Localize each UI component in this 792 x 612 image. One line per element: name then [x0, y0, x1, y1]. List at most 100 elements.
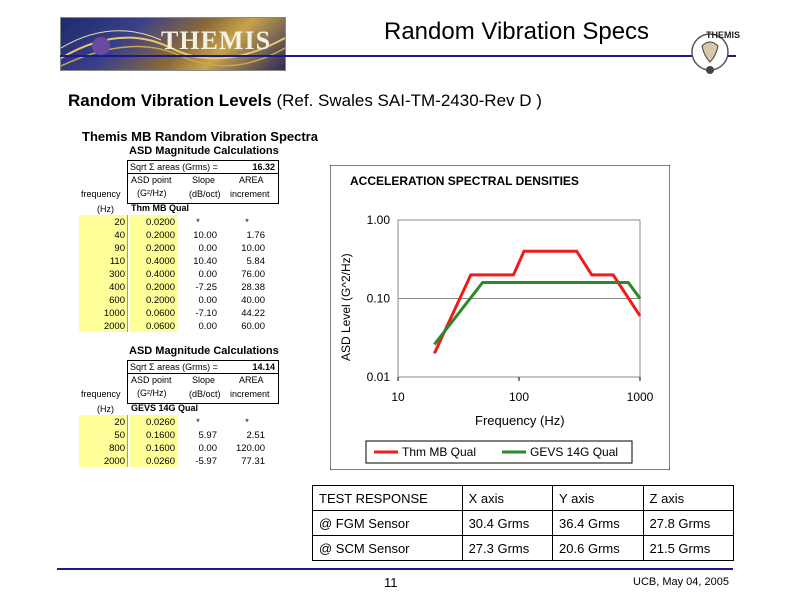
slope-cell: 0.00: [198, 443, 218, 454]
freq-cell: 800: [109, 443, 125, 454]
slope-cell: 10.40: [193, 256, 217, 267]
x-tick-label: 100: [509, 390, 529, 404]
asd-cell: 0.2000: [145, 282, 175, 293]
table-cell: 20.6 Grms: [552, 535, 644, 561]
slope-cell: 0.00: [198, 269, 218, 280]
test-response-table: TEST RESPONSE X axis Y axis Z axis @ FGM…: [312, 485, 735, 561]
table-cell: 27.8 Grms: [642, 510, 735, 536]
asd-cell: 0.2000: [145, 230, 175, 241]
area-cell: 76.00: [241, 269, 265, 280]
slope-cell: -7.25: [195, 282, 217, 293]
area-cell: 60.00: [241, 321, 265, 332]
slope-cell: -7.10: [195, 308, 217, 319]
table-cell: 30.4 Grms: [461, 510, 554, 536]
column-header-box: [127, 373, 279, 404]
series-line-2: [433, 281, 642, 346]
col-asd-unit: (G²/Hz): [137, 388, 167, 398]
header-cell: Z axis: [642, 485, 735, 511]
footer-date: UCB, May 04, 2005: [633, 576, 729, 588]
asd-block-thm-mb: ASD Magnitude Calculations Sqrt Σ areas …: [79, 145, 299, 337]
freq-unit: (Hz): [97, 204, 114, 214]
y-axis-label: ASD Level (G^2/Hz): [339, 253, 353, 361]
asd-cell: 0.0600: [145, 321, 175, 332]
slope-cell: 0.00: [198, 295, 218, 306]
legend-label: GEVS 14G Qual: [530, 445, 618, 459]
freq-cell: 50: [114, 430, 125, 441]
freq-cell: 1000: [103, 308, 125, 319]
qual-name: GEVS 14G Qual: [131, 403, 199, 413]
freq-cell: 400: [109, 282, 125, 293]
subtitle-bold: Random Vibration Levels: [68, 91, 272, 110]
magnetosphere-graphic: [61, 30, 285, 67]
asd-cell: 0.1600: [145, 443, 175, 454]
col-area-label: AREA: [239, 175, 264, 185]
asd-cell: 0.1600: [145, 430, 175, 441]
sqrt-label: Sqrt Σ areas (Grms) =: [130, 162, 218, 172]
title-divider: [60, 55, 736, 57]
spreadsheet-title: Themis MB Random Vibration Spectra: [82, 129, 318, 144]
col-area-unit: increment: [230, 189, 270, 199]
x-tick-label: 1000: [627, 390, 654, 404]
table-cell: @ SCM Sensor: [312, 535, 463, 561]
freq-unit: (Hz): [97, 404, 114, 414]
col-area-label: AREA: [239, 375, 264, 385]
table-cell: 27.3 Grms: [461, 535, 554, 561]
col-slope-unit: (dB/oct): [189, 189, 221, 199]
slope-cell: *: [196, 217, 200, 228]
legend-label: Thm MB Qual: [402, 445, 476, 459]
header-cell: Y axis: [552, 485, 644, 511]
freq-cell: 110: [109, 256, 125, 267]
table-cell: 36.4 Grms: [552, 510, 644, 536]
asd-cell: 0.0260: [145, 456, 175, 467]
freq-cell: 2000: [103, 321, 125, 332]
asd-cell: 0.0200: [145, 217, 175, 228]
freq-cell: 20: [114, 417, 125, 428]
area-cell: 120.00: [235, 443, 265, 454]
table-row: @ FGM Sensor 30.4 Grms 36.4 Grms 27.8 Gr…: [312, 510, 735, 536]
freq-column-bg: [79, 215, 128, 332]
series-line-1: [433, 249, 642, 355]
sqrt-box: Sqrt Σ areas (Grms) = 14.14: [127, 360, 279, 374]
qual-name: Thm MB Qual: [131, 203, 189, 213]
asd-cell: 0.0260: [145, 417, 175, 428]
freq-cell: 600: [109, 295, 125, 306]
column-header-box: [127, 173, 279, 204]
slope-cell: *: [196, 417, 200, 428]
slope-cell: -5.97: [195, 456, 217, 467]
area-cell: 28.38: [241, 282, 265, 293]
y-tick-label: 0.01: [367, 370, 391, 384]
y-tick-label: 1.00: [367, 213, 391, 227]
chart-title: ACCELERATION SPECTRAL DENSITIES: [350, 174, 579, 188]
themis-logo: THEMIS: [60, 17, 286, 71]
slope-cell: 10.00: [193, 230, 217, 241]
themis-mascot-badge: THEMIS: [691, 30, 740, 74]
area-cell: 77.31: [241, 456, 265, 467]
asd-column-bg: [129, 215, 177, 332]
col-area-unit: increment: [230, 389, 270, 399]
subtitle-reference: (Ref. Swales SAI-TM-2430-Rev D ): [276, 91, 542, 110]
asd-block-heading: ASD Magnitude Calculations: [129, 145, 279, 157]
area-cell: 5.84: [246, 256, 266, 267]
col-slope-label: Slope: [192, 175, 216, 185]
col-slope-unit: (dB/oct): [189, 389, 221, 399]
asd-cell: 0.2000: [145, 295, 175, 306]
freq-label: frequency: [81, 189, 121, 199]
chart-border: [330, 165, 670, 470]
asd-chart: ACCELERATION SPECTRAL DENSITIES Frequenc…: [330, 165, 670, 470]
slide-subtitle: Random Vibration Levels (Ref. Swales SAI…: [68, 91, 542, 111]
asd-cell: 0.4000: [145, 269, 175, 280]
slide-title: Random Vibration Specs: [384, 18, 650, 45]
area-cell: *: [245, 417, 249, 428]
table-cell: 21.5 Grms: [642, 535, 735, 561]
page-number: 11: [384, 575, 398, 590]
sqrt-label: Sqrt Σ areas (Grms) =: [130, 362, 218, 372]
legend-box: [365, 440, 633, 464]
area-cell: 40.00: [241, 295, 265, 306]
x-tick-label: 10: [391, 390, 405, 404]
sqrt-value: 16.32: [252, 162, 275, 172]
asd-block-gevs: ASD Magnitude Calculations Sqrt Σ areas …: [79, 345, 299, 475]
logo-wordmark: THEMIS: [161, 26, 272, 55]
freq-cell: 40: [114, 230, 125, 241]
header-cell: X axis: [461, 485, 554, 511]
area-cell: 2.51: [246, 430, 266, 441]
